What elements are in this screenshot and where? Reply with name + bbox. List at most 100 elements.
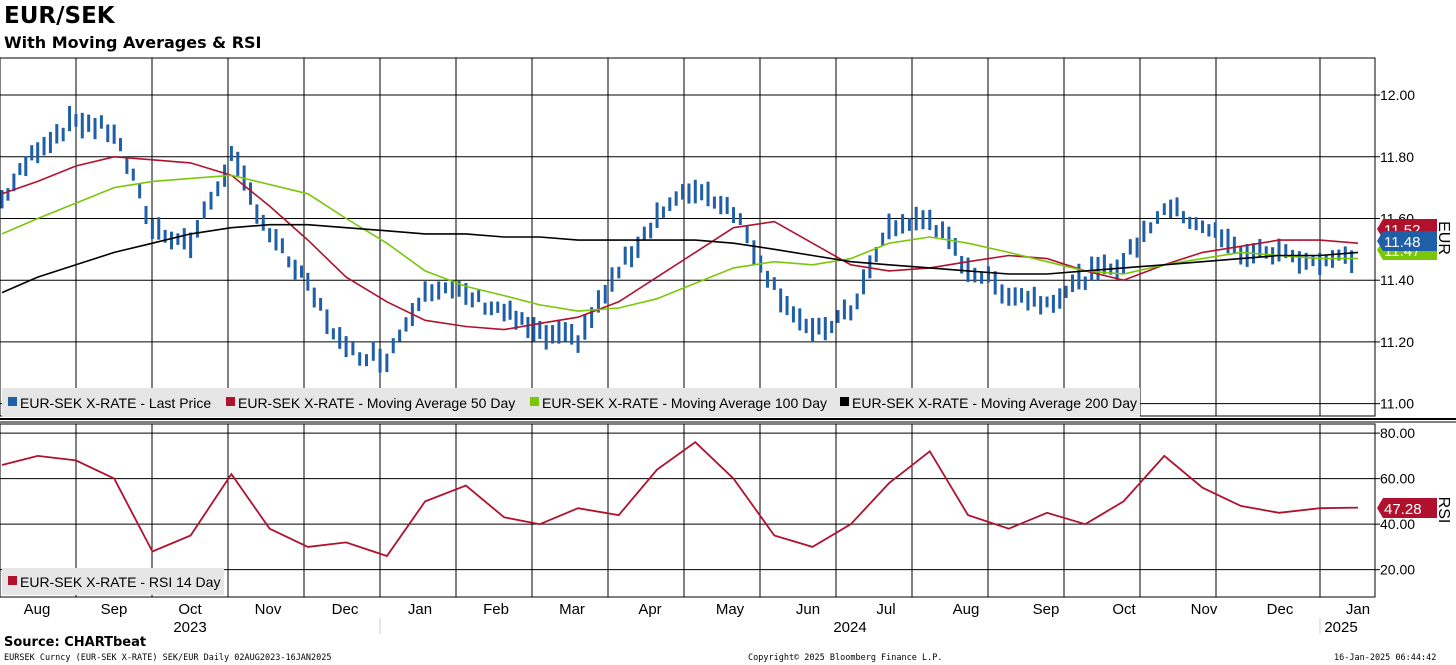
last-price-bar [766,270,770,288]
rsi-axis-label: RSI [1435,497,1452,524]
chart-title: EUR/SEK [4,3,115,29]
last-price-bar [1169,199,1173,219]
last-price-bar [960,255,964,274]
last-price-bar [520,312,524,325]
last-price-bar [1071,274,1075,292]
last-price-bar [986,266,990,283]
last-price-bar [274,229,278,251]
last-price-bar [636,236,640,258]
last-price-bar [1220,229,1224,248]
last-price-bar [1083,276,1087,290]
price-legend-swatch [530,397,539,406]
last-price-bar [209,191,213,210]
last-price-bar [1337,249,1341,261]
last-price-bar [732,207,736,224]
price-y-tick-label: 11.40 [1380,272,1414,288]
last-price-bar [299,265,303,278]
last-price-bar [12,173,16,192]
x-month-label: Aug [953,601,980,618]
last-price-bar [894,220,898,237]
last-price-bar [617,266,621,279]
last-price-bar [378,348,382,373]
last-price-bar [752,240,756,266]
last-price-bar [1000,284,1004,304]
source-label: Source: CHARTbeat [4,635,147,650]
last-price-bar [830,320,834,334]
price-y-tick-label: 11.80 [1380,149,1414,165]
last-price-bar [255,204,259,224]
last-price-bar [1013,287,1017,306]
last-price-bar [687,183,691,204]
last-price-bar [623,246,627,265]
last-price-bar [921,210,925,230]
last-price-bar [576,335,580,353]
last-price-bar [700,184,704,201]
last-price-bar [1135,237,1139,258]
x-month-label: Jun [796,601,820,618]
last-price-bar [106,124,110,143]
last-price-bar [325,309,329,335]
price-legend-entry: EUR-SEK X-RATE - Moving Average 200 Day [852,395,1137,411]
last-price-bar [526,317,530,339]
last-price-bar [842,299,846,320]
last-price-bar [477,290,481,303]
last-price-bar [1026,290,1030,311]
last-price-bar [99,115,103,129]
last-price-bar [351,340,355,356]
last-price-bar [655,202,659,229]
last-price-bar [1155,211,1159,224]
last-price-bar [693,179,697,204]
x-month-label: Dec [332,601,359,618]
last-price-bar [557,320,561,344]
last-price-bar [836,310,840,323]
last-price-bar [457,280,461,297]
last-price-bar [391,338,395,354]
last-price-bar [1128,239,1132,255]
last-price-bar [398,329,402,342]
price-legend-entry: EUR-SEK X-RATE - Moving Average 100 Day [542,395,827,411]
last-price-bar [1264,246,1268,259]
last-price-bar [150,218,154,240]
last-price-bar [119,138,123,152]
last-price-bar [1297,251,1301,274]
last-price-bar [928,209,932,231]
last-price-bar [881,232,885,246]
last-price-bar [914,206,918,231]
last-price-bar [563,322,567,342]
last-price-bar [1115,259,1119,280]
last-price-bar [570,323,574,345]
last-price-value-label-bg [1377,231,1437,251]
last-price-bar [131,168,135,181]
last-price-bar [404,317,408,332]
rsi-panel-frame [0,423,1376,598]
last-price-bar [1201,220,1205,234]
x-month-label: Oct [178,601,202,618]
footer-security-info: EURSEK Curncy (EUR-SEK X-RATE) SEK/EUR D… [4,653,332,663]
last-price-bar [55,124,59,144]
last-price-bar [93,118,97,140]
last-price-bar [811,317,815,343]
last-price-bar [993,271,997,295]
last-price-bar [437,281,441,300]
last-price-bar [1350,250,1354,273]
last-price-bar [1232,236,1236,253]
last-price-bar [48,131,52,154]
last-price-bar [738,213,742,225]
last-price-bar [261,214,265,231]
last-price-bar [483,302,487,315]
last-price-bar [319,297,323,311]
last-price-bar [725,196,729,215]
last-price-bar [268,228,272,243]
last-price-bar [112,124,116,144]
last-price-bar [36,142,40,164]
x-month-label: Sep [1033,601,1060,618]
last-price-bar [823,317,827,341]
last-price-bar [444,282,448,294]
last-price-bar [430,284,434,302]
last-price-bar [331,328,335,340]
last-price-series [0,105,1354,373]
last-price-bar [216,181,220,197]
last-price-bar [195,220,199,238]
last-price-bar [544,325,548,350]
